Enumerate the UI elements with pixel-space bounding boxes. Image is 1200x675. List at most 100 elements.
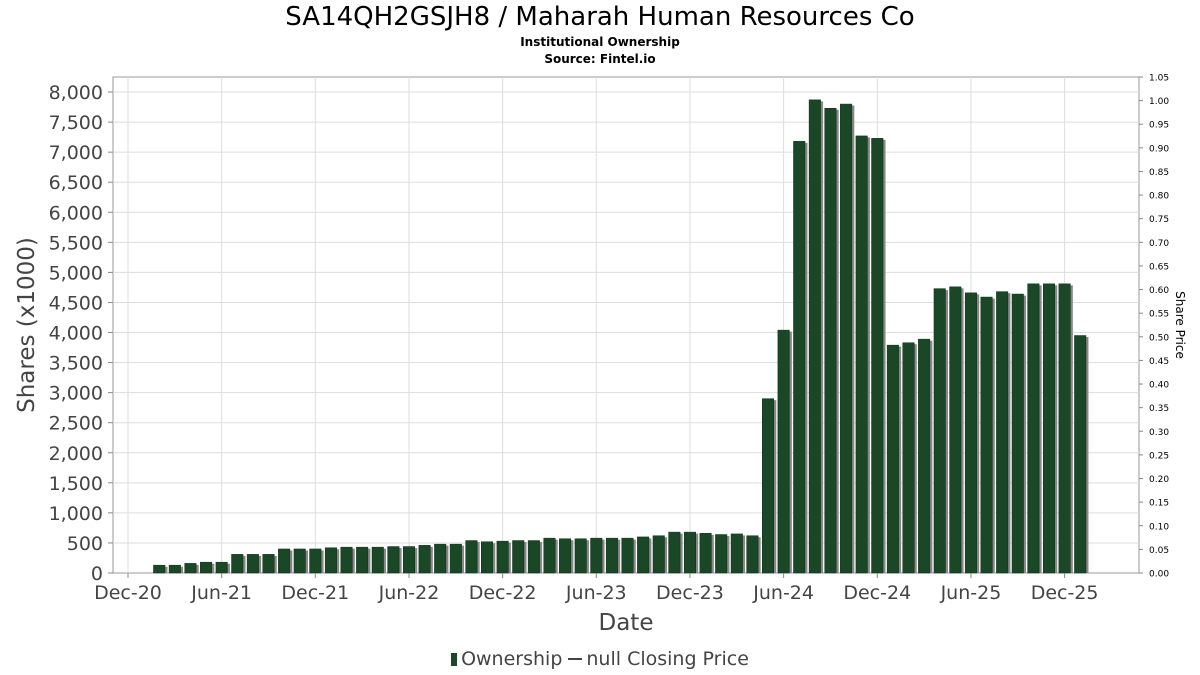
x-tick-label: Dec-20: [94, 582, 162, 604]
y-tick-label: 1,000: [49, 503, 103, 525]
ownership-bar: [559, 538, 572, 574]
ownership-bar: [949, 286, 962, 574]
ownership-bar: [278, 548, 291, 574]
x-axis-label: Date: [599, 610, 654, 636]
ownership-bar: [637, 536, 650, 574]
legend-price-label: null Closing Price: [586, 648, 749, 670]
y2-tick-label: 0.45: [1149, 357, 1169, 367]
ownership-bar: [184, 563, 197, 574]
ownership-bar: [387, 546, 400, 574]
ownership-bar: [871, 138, 884, 574]
ownership-bar: [262, 554, 275, 574]
ownership-bar: [840, 103, 853, 574]
y-tick-label: 1,500: [49, 473, 103, 495]
ownership-bar: [200, 561, 213, 574]
y2-tick-label: 0.70: [1149, 239, 1169, 249]
ownership-bar: [699, 533, 712, 574]
chart-legend: Ownership null Closing Price: [0, 648, 1200, 670]
y-tick-label: 7,500: [49, 112, 103, 134]
ownership-bar: [324, 547, 337, 574]
y2-tick-label: 0.25: [1149, 451, 1169, 461]
y-tick-label: 3,500: [49, 353, 103, 375]
ownership-bar: [902, 342, 915, 574]
ownership-bar: [215, 561, 228, 574]
x-tick-label: Dec-22: [469, 582, 537, 604]
y2-tick-label: 0.40: [1149, 381, 1169, 391]
x-tick-label: Dec-23: [656, 582, 724, 604]
y-tick-label: 6,000: [49, 202, 103, 224]
y-tick-label: 5,500: [49, 232, 103, 254]
y-tick-label: 2,000: [49, 443, 103, 465]
y2-tick-label: 0.15: [1149, 499, 1169, 509]
legend-ownership-swatch: [451, 653, 458, 666]
ownership-bar: [793, 141, 806, 574]
ownership-bar: [824, 108, 837, 574]
ownership-bar: [481, 541, 494, 574]
ownership-bar: [762, 398, 775, 574]
ownership-bar: [996, 291, 1009, 574]
y2-axis-label: Share Price: [1173, 291, 1187, 359]
ownership-bar: [855, 135, 868, 574]
ownership-bar: [512, 540, 525, 574]
x-tick-label: Jun-24: [752, 582, 814, 604]
ownership-bar: [621, 537, 634, 574]
ownership-bar: [683, 531, 696, 574]
legend-price-line: [568, 658, 583, 660]
ownership-bar: [231, 554, 244, 574]
y-tick-label: 7,000: [49, 142, 103, 164]
ownership-bar: [168, 564, 181, 574]
x-tick-label: Dec-25: [1031, 582, 1099, 604]
ownership-bar: [574, 538, 587, 574]
ownership-bar: [980, 296, 993, 574]
y-tick-label: 8,000: [49, 82, 103, 104]
y2-tick-label: 0.80: [1149, 192, 1169, 202]
y2-tick-label: 0.50: [1149, 333, 1169, 343]
y-tick-label: 500: [67, 533, 103, 555]
y-tick-label: 4,500: [49, 292, 103, 314]
ownership-bar: [777, 329, 790, 574]
chart-source: Source: Fintel.io: [544, 52, 656, 66]
ownership-bar: [153, 564, 166, 574]
ownership-bar: [933, 288, 946, 574]
y2-tick-label: 0.55: [1149, 310, 1169, 320]
ownership-bar: [1011, 293, 1024, 574]
ownership-bar: [1042, 283, 1055, 574]
chart-subtitle: Institutional Ownership: [520, 35, 680, 49]
y-tick-label: 5,000: [49, 262, 103, 284]
ownership-bar: [652, 535, 665, 574]
x-tick-label: Jun-23: [565, 582, 627, 604]
ownership-bar: [527, 540, 540, 574]
ownership-bar: [309, 548, 322, 574]
ownership-bar: [605, 537, 618, 574]
y2-tick-label: 0.90: [1149, 144, 1169, 154]
ownership-bar: [886, 344, 899, 574]
ownership-bar: [590, 537, 603, 574]
ownership-bar: [746, 535, 759, 574]
y2-tick-label: 0.75: [1149, 215, 1169, 225]
ownership-bar: [340, 546, 353, 574]
y2-tick-label: 0.30: [1149, 428, 1169, 438]
ownership-bar: [293, 548, 306, 574]
ownership-bar: [434, 543, 447, 574]
ownership-bar: [1027, 283, 1040, 574]
ownership-bar: [449, 543, 462, 574]
ownership-bar: [465, 540, 478, 574]
ownership-bar: [371, 546, 384, 574]
ownership-bar: [418, 545, 431, 574]
y-tick-label: 4,000: [49, 323, 103, 345]
x-tick-label: Jun-25: [940, 582, 1002, 604]
x-tick-label: Dec-21: [281, 582, 349, 604]
y2-tick-label: 0.85: [1149, 168, 1169, 178]
x-tick-label: Jun-21: [190, 582, 252, 604]
y2-tick-label: 0.65: [1149, 262, 1169, 272]
ownership-bar: [668, 531, 681, 574]
y2-tick-label: 0.20: [1149, 475, 1169, 485]
y-tick-label: 0: [91, 563, 103, 585]
x-tick-label: Dec-24: [843, 582, 911, 604]
y-tick-label: 3,000: [49, 383, 103, 405]
y-axis-label: Shares (x1000): [14, 237, 40, 413]
y-tick-label: 2,500: [49, 413, 103, 435]
y2-tick-label: 0.60: [1149, 286, 1169, 296]
chart-title: SA14QH2GSJH8 / Maharah Human Resources C…: [285, 2, 915, 32]
